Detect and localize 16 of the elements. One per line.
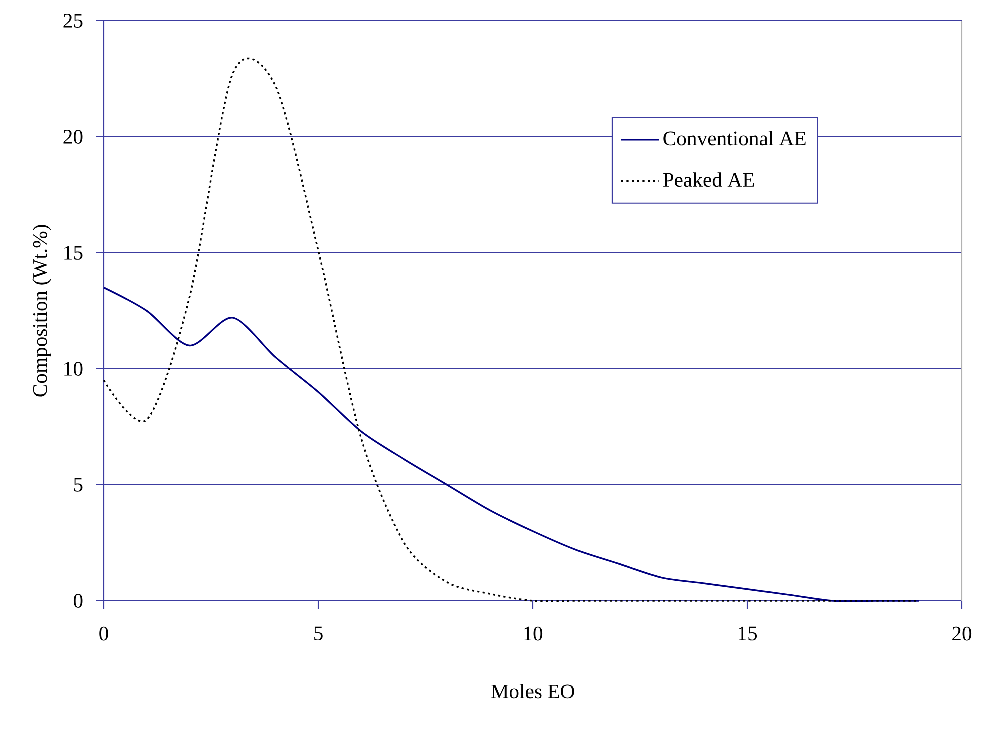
x-tick-label: 5: [314, 626, 323, 641]
y-tick-label: 25: [64, 14, 83, 28]
y-tick-label: 20: [64, 130, 83, 144]
x-tick-label: 0: [100, 626, 108, 641]
x-tick-label: 15: [738, 626, 758, 641]
x-axis-title: Moles EO: [491, 684, 574, 699]
y-tick-label: 10: [64, 362, 83, 376]
line-series: [103, 286, 920, 602]
y-axis-title: Composition (Wt.%): [32, 225, 52, 397]
x-tick-label: 20: [952, 626, 972, 641]
y-tick-label: 0: [74, 594, 83, 608]
x-tick-label: 10: [524, 626, 543, 641]
y-tick-label: 5: [74, 478, 83, 492]
legend-label: Peaked AE: [663, 172, 754, 188]
y-tick-label: 15: [64, 246, 83, 260]
legend-label: Conventional AE: [664, 131, 806, 146]
